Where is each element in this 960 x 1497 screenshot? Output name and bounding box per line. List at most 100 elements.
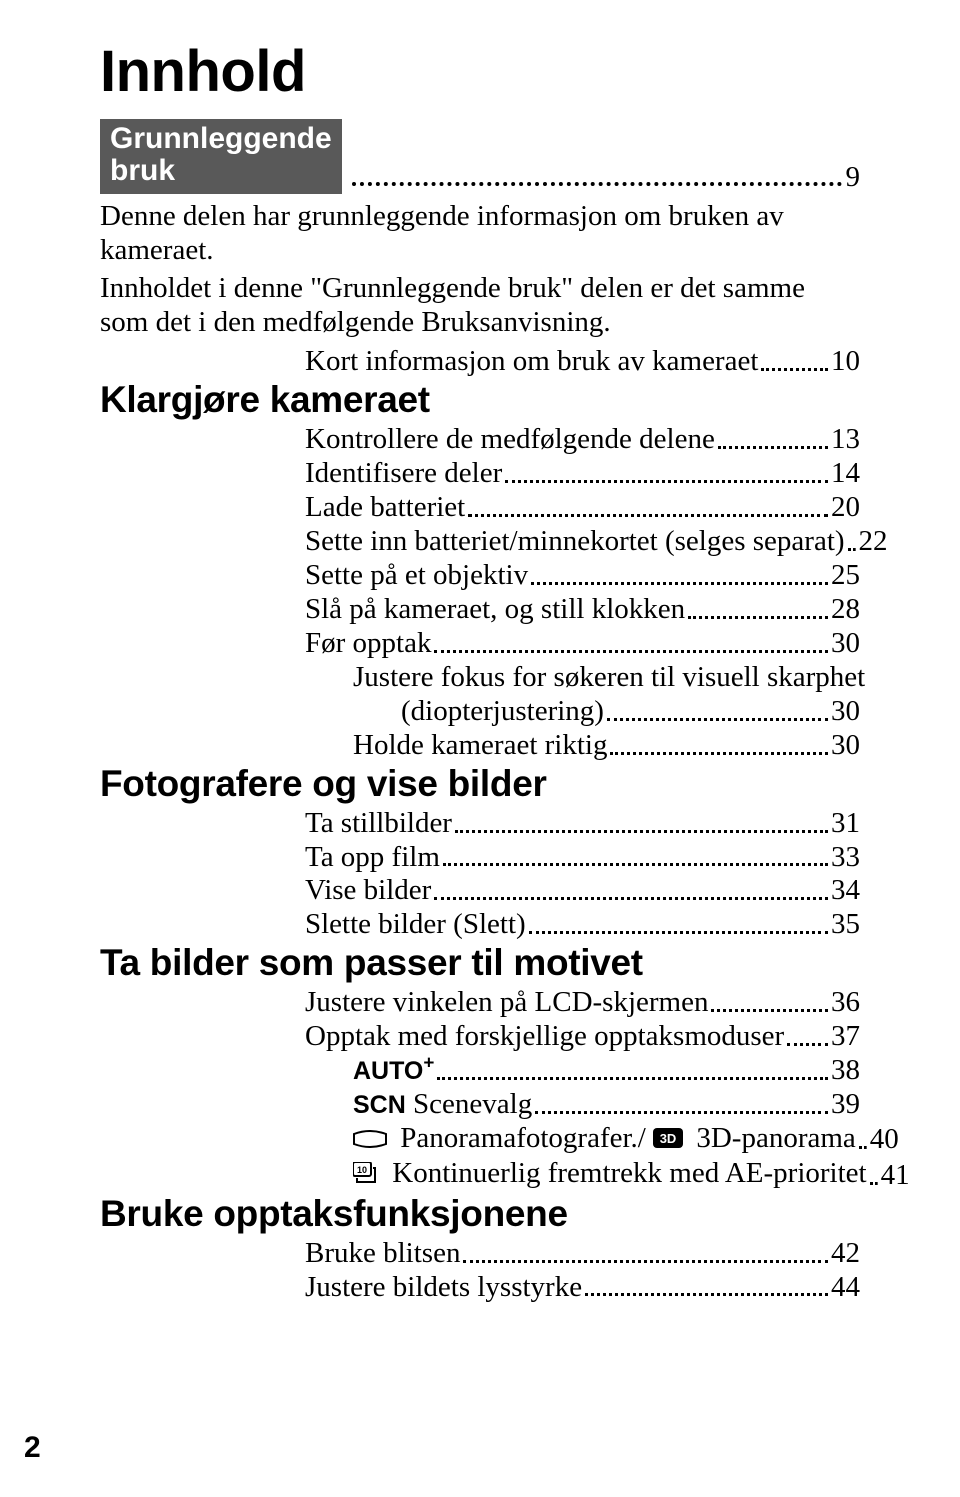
toc-label: (diopterjustering) — [401, 695, 604, 729]
toc-item: Ta opp film33 — [305, 841, 860, 875]
toc-label: Slå på kameraet, og still klokken — [305, 593, 685, 627]
toc-subitem-line2: (diopterjustering) 30 — [353, 695, 860, 729]
leader-dots — [529, 931, 828, 934]
leader-dots — [535, 1111, 828, 1114]
page-title: Innhold — [100, 38, 860, 105]
banner-line1: Grunnleggende — [110, 122, 332, 155]
leader-dots — [352, 182, 842, 186]
toc-item: Opptak med forskjellige opptaksmoduser 37 — [305, 1020, 860, 1054]
leader-dots — [585, 1293, 828, 1296]
toc-page: 36 — [831, 986, 860, 1020]
toc-label: Kort informasjon om bruk av kameraet — [305, 345, 758, 379]
toc-item: Sette inn batteriet/minnekortet (selges … — [305, 525, 860, 559]
leader-dots — [787, 1043, 828, 1046]
leader-dots — [870, 1182, 878, 1185]
leader-dots — [463, 1260, 828, 1263]
panorama-icon — [353, 1123, 387, 1157]
toc-label: SCN Scenevalg — [353, 1088, 532, 1122]
toc-label: Holde kameraet riktig — [353, 729, 607, 763]
toc-motivet: Justere vinkelen på LCD-skjermen 36 Oppta… — [100, 986, 860, 1192]
toc-item: Før opptak30 — [305, 627, 860, 661]
toc-page: 34 — [831, 874, 860, 908]
toc-label: 10 Kontinuerlig fremtrekk med AE-priorit… — [353, 1157, 867, 1192]
toc-item: Kort informasjon om bruk av kameraet 10 — [305, 345, 860, 379]
mode-cont-label: Kontinuerlig fremtrekk med AE-prioritet — [392, 1157, 866, 1189]
leader-dots — [859, 1146, 867, 1149]
toc-klargjore: Kontrollere de medfølgende delene 13 Iden… — [100, 423, 860, 762]
toc-page: 33 — [831, 841, 860, 875]
banner-page-line: 9 — [342, 161, 860, 194]
leader-dots — [610, 752, 828, 755]
toc-label: Kontrollere de medfølgende delene — [305, 423, 715, 457]
toc-label: Lade batteriet — [305, 491, 465, 525]
toc-label: AUTO+ — [353, 1054, 434, 1088]
leader-dots — [434, 650, 828, 653]
section-head-motivet: Ta bilder som passer til motivet — [100, 942, 860, 984]
leader-dots — [718, 446, 828, 449]
toc-item: Bruke blitsen 42 — [305, 1237, 860, 1271]
toc-item: Identifisere deler14 — [305, 457, 860, 491]
toc-page: 13 — [831, 423, 860, 457]
toc-item: Slå på kameraet, og still klokken 28 — [305, 593, 860, 627]
mode-token-auto: AUTO — [353, 1057, 423, 1085]
toc-subitem: Holde kameraet riktig 30 — [353, 729, 860, 763]
toc-label: Opptak med forskjellige opptaksmoduser — [305, 1020, 784, 1054]
toc-item: Kontrollere de medfølgende delene 13 — [305, 423, 860, 457]
continuous-shoot-icon: 10 — [353, 1159, 379, 1193]
three-d-icon: 3D — [653, 1123, 683, 1157]
mode-pano-label2: 3D-panorama — [696, 1122, 855, 1154]
leader-dots — [437, 1077, 828, 1080]
toc-item: Justere vinkelen på LCD-skjermen 36 — [305, 986, 860, 1020]
toc-label: Bruke blitsen — [305, 1237, 460, 1271]
toc-page: 28 — [831, 593, 860, 627]
toc-item: Slette bilder (Slett) 35 — [305, 908, 860, 942]
toc-page: 31 — [831, 807, 860, 841]
toc-mode-auto: AUTO+ 38 SCN Scenevalg 39 Panoramafotogr… — [305, 1054, 860, 1192]
toc-page: 25 — [831, 559, 860, 593]
toc-page: 22 — [859, 525, 888, 559]
intro-para-1: Denne delen har grunnleggende informasjo… — [100, 200, 860, 268]
toc-page: 39 — [831, 1088, 860, 1122]
intro-para-2: Innholdet i denne "Grunnleggende bruk" d… — [100, 272, 860, 340]
toc-label: Ta stillbilder — [305, 807, 452, 841]
toc-label: Vise bilder — [305, 874, 431, 908]
toc-klargjore-pre: Kort informasjon om bruk av kameraet 10 — [100, 345, 860, 379]
toc-page: 30 — [831, 729, 860, 763]
banner-page-number: 9 — [846, 161, 861, 194]
toc-label: Slette bilder (Slett) — [305, 908, 526, 942]
toc-item: 10 Kontinuerlig fremtrekk med AE-priorit… — [353, 1157, 860, 1192]
toc-item: Ta stillbilder 31 — [305, 807, 860, 841]
mode-token-scn: SCN — [353, 1091, 406, 1119]
leader-dots — [761, 368, 828, 371]
toc-item: Justere bildets lysstyrke44 — [305, 1271, 860, 1305]
banner-line2: bruk — [110, 154, 175, 187]
leader-dots — [468, 514, 828, 517]
section-head-bruke: Bruke opptaksfunksjonene — [100, 1193, 860, 1235]
mode-pano-label1: Panoramafotografer./ — [400, 1122, 646, 1154]
toc-page: 20 — [831, 491, 860, 525]
leader-dots — [434, 897, 828, 900]
toc-item: AUTO+ 38 — [353, 1054, 860, 1088]
toc-page: 35 — [831, 908, 860, 942]
toc-page: 40 — [870, 1123, 899, 1157]
leader-dots — [455, 830, 828, 833]
footer-page-number: 2 — [24, 1431, 41, 1465]
leader-dots — [505, 480, 828, 483]
toc-subitem-line1: Justere fokus for søkeren til visuell sk… — [353, 661, 860, 695]
toc-foto: Ta stillbilder 31 Ta opp film33 Vise bild… — [100, 807, 860, 943]
toc-item: Vise bilder 34 — [305, 874, 860, 908]
toc-page: 42 — [831, 1237, 860, 1271]
toc-label: Sette på et objektiv — [305, 559, 528, 593]
toc-page: 38 — [831, 1054, 860, 1088]
toc-label: Justere bildets lysstyrke — [305, 1271, 582, 1305]
toc-page: 37 — [831, 1020, 860, 1054]
toc-page: 30 — [831, 627, 860, 661]
toc-item: SCN Scenevalg 39 — [353, 1088, 860, 1122]
leader-dots — [443, 863, 828, 866]
toc-page: 30 — [831, 695, 860, 729]
leader-dots — [711, 1009, 828, 1012]
section-banner: Grunnleggende bruk — [100, 119, 342, 194]
toc-label: Justere vinkelen på LCD-skjermen — [305, 986, 708, 1020]
toc-item: Sette på et objektiv 25 — [305, 559, 860, 593]
svg-text:3D: 3D — [660, 1131, 677, 1146]
